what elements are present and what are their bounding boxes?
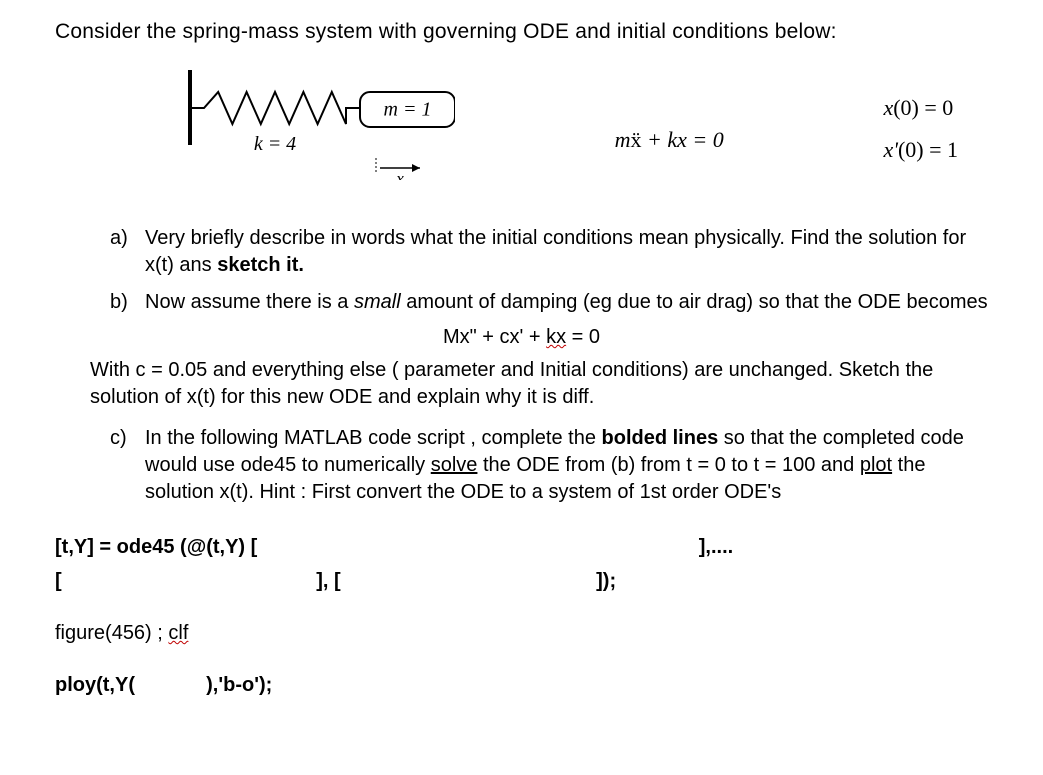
ic-line-2: x'(0) = 1 (883, 129, 958, 171)
code-line-2-b: ], [ (316, 564, 596, 598)
code-line-3: figure(456) ; clf (55, 616, 988, 650)
governing-ode: mẍ + kx = 0 (455, 97, 883, 153)
code-line-4-b: ),'b-o'); (206, 674, 272, 696)
initial-conditions: x(0) = 0 x'(0) = 1 (883, 79, 988, 171)
part-b-marker: b) (110, 289, 145, 316)
part-b-text: Now assume there is a small amount of da… (145, 289, 988, 316)
code-line-1-right: ],.... (699, 530, 988, 564)
spring-mass-diagram: m = 1 k = 4 x (135, 70, 455, 180)
code-line-1-left: [t,Y] = ode45 (@(t,Y) [ (55, 530, 699, 564)
svg-text:m = 1: m = 1 (384, 99, 432, 121)
part-c-text: In the following MATLAB code script , co… (145, 425, 988, 506)
part-c-marker: c) (110, 425, 145, 506)
code-line-2-a: [ (55, 564, 316, 598)
part-b-equation: Mx" + cx' + kx = 0 (55, 326, 988, 349)
code-line-4-a: ploy(t,Y( (55, 674, 135, 696)
svg-text:x: x (395, 169, 404, 180)
part-a-text: Very briefly describe in words what the … (145, 225, 988, 279)
part-b-continuation: With c = 0.05 and everything else ( para… (90, 357, 988, 411)
ic-line-1: x(0) = 0 (883, 87, 958, 129)
part-a-marker: a) (110, 225, 145, 279)
svg-text:k = 4: k = 4 (254, 133, 296, 155)
code-line-2-c: ]); (596, 564, 988, 598)
figure-row: m = 1 k = 4 x mẍ + kx = 0 x(0) = 0 x'(0) =… (135, 70, 988, 180)
intro-text: Consider the spring-mass system with gov… (55, 20, 988, 44)
matlab-code-block: [t,Y] = ode45 (@(t,Y) [ ],.... [ ], [ ])… (55, 530, 988, 702)
